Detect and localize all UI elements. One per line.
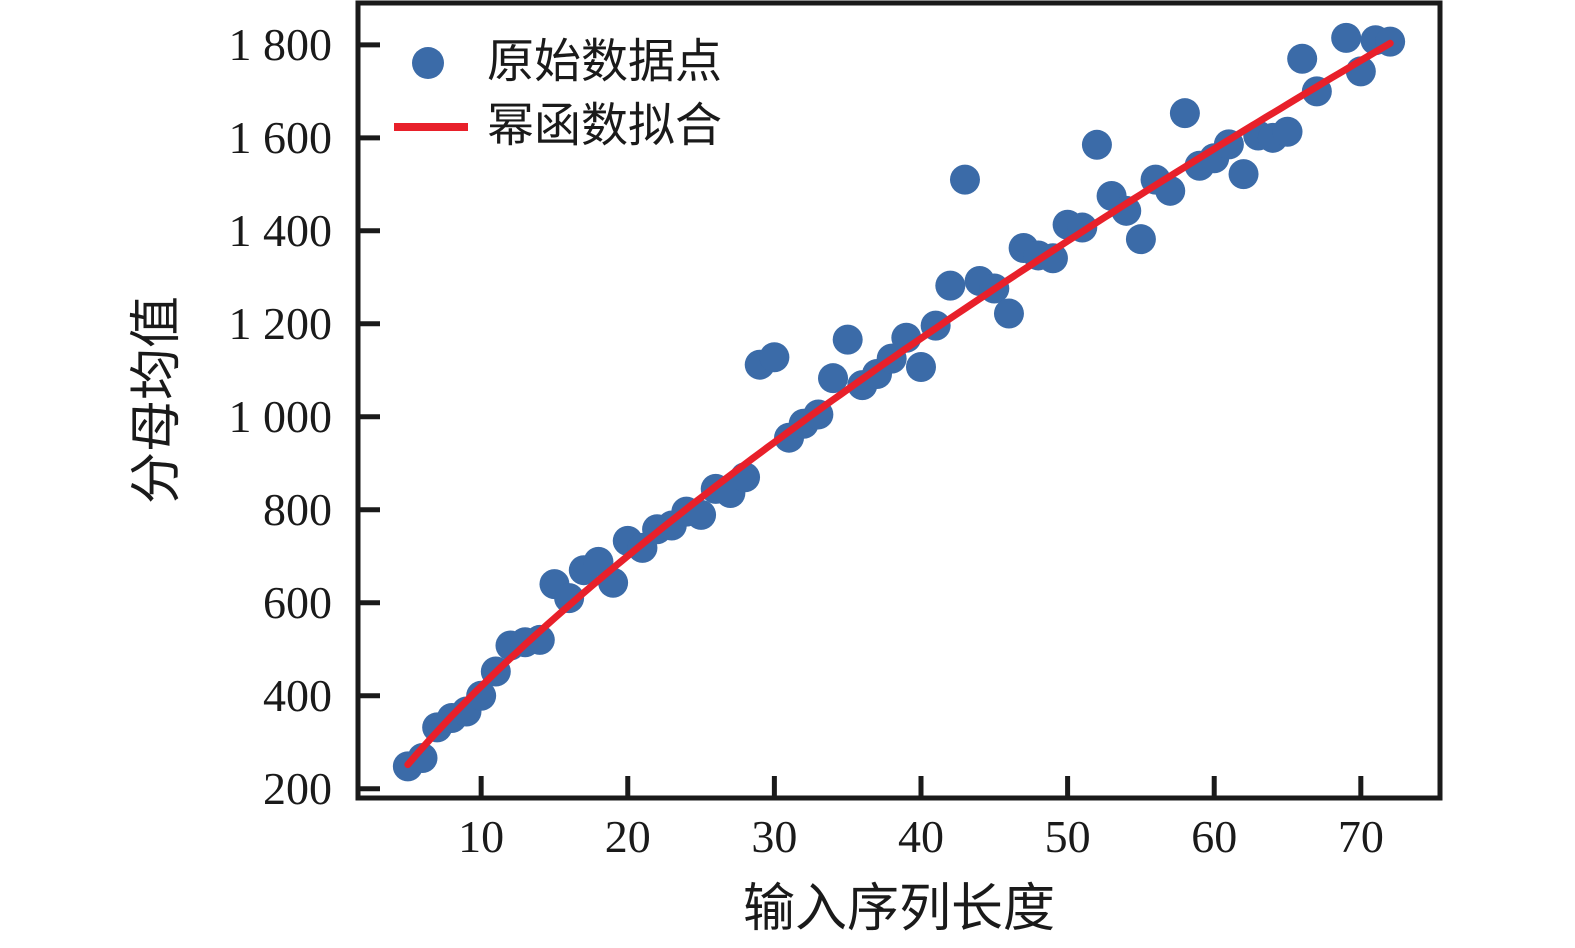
fit-curve bbox=[404, 39, 1394, 769]
x-tick-label: 60 bbox=[1191, 811, 1238, 862]
legend-dot-marker bbox=[412, 47, 444, 79]
data-point bbox=[759, 342, 790, 373]
legend-label-raw-data: 原始数据点 bbox=[487, 36, 722, 89]
y-tick-label: 1 800 bbox=[228, 18, 333, 70]
data-point bbox=[466, 680, 497, 711]
data-point bbox=[935, 270, 966, 301]
y-tick-label: 600 bbox=[263, 576, 332, 628]
x-tick-label: 40 bbox=[897, 811, 944, 862]
y-tick-label: 1 000 bbox=[228, 390, 333, 442]
axes-frame bbox=[355, 0, 1443, 801]
data-point bbox=[1272, 116, 1303, 147]
data-point bbox=[1331, 22, 1362, 53]
data-point bbox=[993, 298, 1024, 329]
x-tick-label: 20 bbox=[604, 811, 651, 862]
x-tick-label: 10 bbox=[458, 811, 505, 862]
data-point bbox=[524, 624, 555, 655]
data-point bbox=[1169, 98, 1200, 129]
data-point bbox=[554, 583, 585, 614]
y-tick-label: 1 200 bbox=[228, 297, 333, 349]
x-tick-label: 30 bbox=[751, 811, 798, 862]
y-tick-label: 200 bbox=[263, 762, 332, 814]
data-point bbox=[407, 743, 438, 774]
y-tick-label: 1 400 bbox=[228, 204, 333, 256]
data-point bbox=[1228, 159, 1259, 190]
data-point bbox=[1287, 43, 1318, 74]
y-tick-label: 400 bbox=[263, 669, 332, 721]
data-point bbox=[832, 324, 863, 355]
y-tick-label: 800 bbox=[263, 483, 332, 535]
x-tick-label: 70 bbox=[1337, 811, 1384, 862]
data-point bbox=[949, 164, 980, 195]
data-point bbox=[905, 352, 936, 383]
x-axis-label: 输入序列长度 bbox=[742, 881, 1056, 938]
y-axis-label: 分母均值 bbox=[129, 295, 186, 505]
data-point bbox=[1037, 243, 1068, 274]
data-point bbox=[1081, 129, 1112, 160]
x-tick-label: 50 bbox=[1044, 811, 1091, 862]
data-point bbox=[583, 546, 614, 577]
y-tick-label: 1 600 bbox=[228, 111, 333, 163]
data-point bbox=[818, 363, 849, 394]
data-point bbox=[1125, 224, 1156, 255]
data-point bbox=[1111, 195, 1142, 226]
legend-label-power-fit: 幂函数拟合 bbox=[487, 100, 722, 153]
